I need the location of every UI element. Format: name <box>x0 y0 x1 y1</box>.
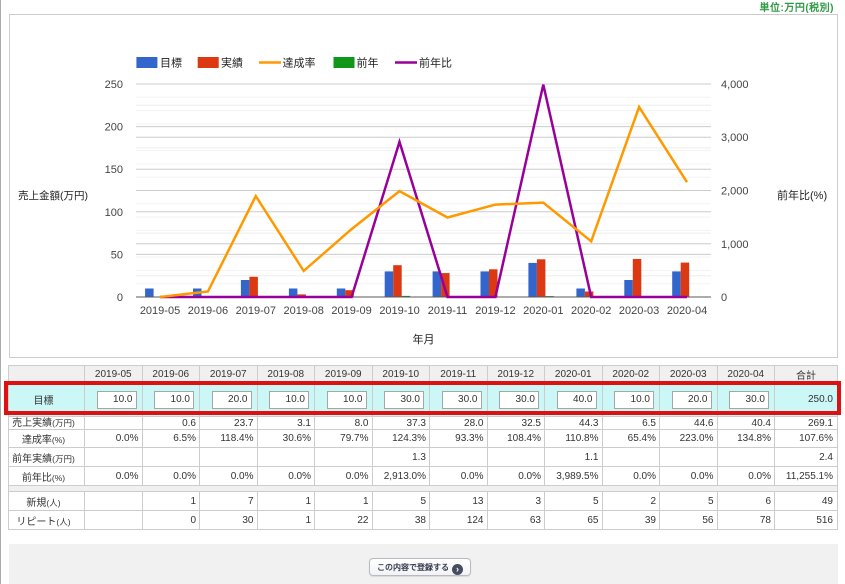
svg-text:目標: 目標 <box>160 56 182 70</box>
svg-text:2020-03: 2020-03 <box>619 305 659 317</box>
svg-text:0: 0 <box>117 292 123 304</box>
svg-text:2,000: 2,000 <box>721 186 749 198</box>
svg-text:2020-02: 2020-02 <box>571 305 611 317</box>
svg-text:250: 250 <box>105 79 123 91</box>
svg-text:150: 150 <box>105 164 123 176</box>
svg-text:2020-01: 2020-01 <box>523 305 563 317</box>
svg-text:2019-12: 2019-12 <box>475 305 515 317</box>
svg-text:年月: 年月 <box>413 332 435 346</box>
svg-text:2019-07: 2019-07 <box>236 305 276 317</box>
svg-text:50: 50 <box>111 249 123 261</box>
svg-text:3,000: 3,000 <box>721 132 749 144</box>
svg-text:2019-06: 2019-06 <box>188 305 228 317</box>
svg-text:実績: 実績 <box>221 56 243 70</box>
svg-text:2020-04: 2020-04 <box>667 305 707 317</box>
svg-text:前年: 前年 <box>357 56 379 70</box>
svg-text:2019-09: 2019-09 <box>331 305 371 317</box>
svg-text:前年比: 前年比 <box>419 56 452 70</box>
svg-text:2019-10: 2019-10 <box>379 305 419 317</box>
svg-text:売上金額(万円): 売上金額(万円) <box>18 189 88 202</box>
svg-text:2019-11: 2019-11 <box>428 305 468 317</box>
svg-text:0: 0 <box>721 292 727 304</box>
svg-text:2019-08: 2019-08 <box>284 305 324 317</box>
svg-text:1,000: 1,000 <box>721 239 749 251</box>
svg-text:200: 200 <box>105 122 123 134</box>
svg-text:100: 100 <box>105 207 123 219</box>
svg-text:2019-05: 2019-05 <box>140 305 180 317</box>
svg-text:達成率: 達成率 <box>283 56 316 70</box>
svg-text:前年比(%): 前年比(%) <box>777 188 827 202</box>
svg-text:4,000: 4,000 <box>721 79 749 91</box>
